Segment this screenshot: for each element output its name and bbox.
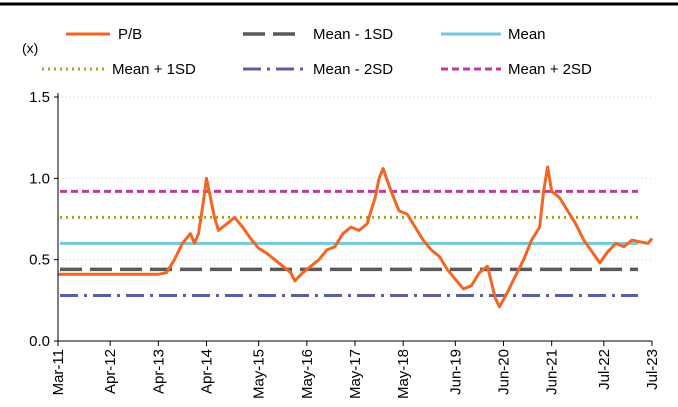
x-tick-label: Jun-20 [496,349,513,395]
x-tick-label: May-15 [251,349,268,399]
x-tick-label: Jun-19 [447,349,464,395]
y-tick-label: 0.5 [29,252,50,269]
x-tick-label: Jul-23 [644,349,661,390]
x-tick-label: May-18 [395,349,412,399]
y-tick-label: 1.0 [29,170,50,187]
y-tick-labels: 0.0 0.5 1.0 1.5 [29,89,50,350]
y-tick-label: 0.0 [29,333,50,350]
x-tick-label: Apr-14 [199,349,216,394]
x-tick-label: Apr-13 [150,349,167,394]
legend-label: Mean + 2SD [508,61,592,78]
y-tick-label: 1.5 [29,89,50,106]
legend-label: Mean - 2SD [313,61,393,78]
legend: P/B Mean - 1SD Mean Mean + 1SD Mean - 2SD Mea… [42,26,592,78]
x-tick-labels: Mar-11 Apr-12 Apr-13 Apr-14 May-15 May-16 May-… [50,349,661,399]
legend-label: Mean - 1SD [313,26,393,43]
legend-label: P/B [118,26,142,43]
pb-series [58,165,654,309]
legend-label: Mean + 1SD [112,61,196,78]
x-tick-label: Jun-21 [544,349,561,395]
pb-line [58,165,654,309]
x-tick-label: May-17 [347,349,364,399]
legend-label: Mean [508,26,546,43]
x-tick-label: May-16 [299,349,316,399]
x-tick-label: Jul-22 [596,349,613,390]
axes [0,2,678,346]
gridlines [58,96,652,261]
x-tick-label: Apr-12 [102,349,119,394]
y-unit-label: (x) [22,40,38,56]
x-tick-label: Mar-11 [50,349,67,395]
band-lines [60,189,638,297]
